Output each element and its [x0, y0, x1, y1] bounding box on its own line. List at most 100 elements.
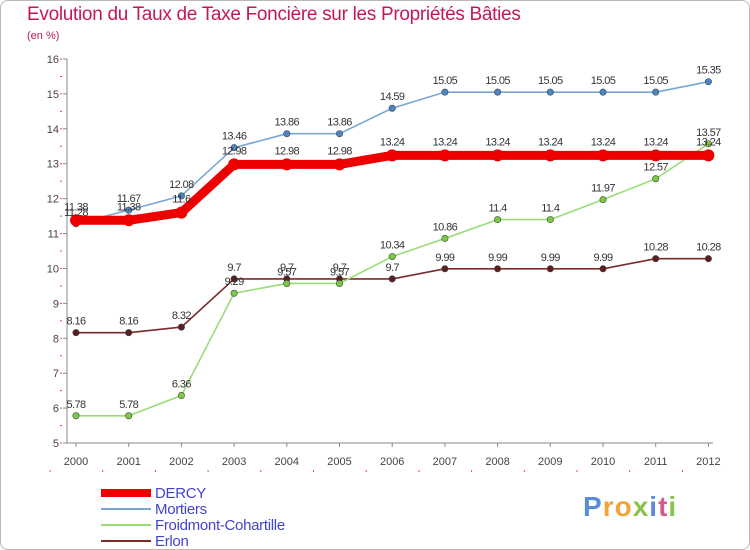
y-tick-label: 15 [47, 89, 59, 101]
data-label: 8.32 [172, 310, 191, 322]
data-point [544, 149, 557, 162]
data-label: 9.99 [488, 252, 507, 264]
data-point [228, 158, 241, 171]
x-tick-label: 2012 [696, 456, 720, 468]
data-label: 13.24 [380, 136, 405, 148]
data-point [283, 279, 291, 287]
data-point [649, 149, 662, 162]
legend-item-mortiers: Mortiers [101, 501, 285, 517]
legend-label: DERCY [155, 484, 207, 502]
data-label: 9.99 [593, 252, 612, 264]
logo-letter: t [658, 491, 669, 522]
legend-swatch [101, 489, 151, 497]
x-tick-label: 2009 [538, 456, 562, 468]
data-point [125, 206, 133, 214]
data-label: 11.67 [117, 193, 141, 205]
data-point [280, 158, 293, 171]
series-dercy [70, 149, 715, 227]
data-point [335, 279, 343, 287]
y-tick-label: 5 [53, 438, 59, 450]
data-point [704, 140, 712, 148]
legend-item-froidmont-cohartille: Froidmont-Cohartille [101, 517, 285, 533]
logo-letter: x [632, 491, 650, 522]
data-point [230, 289, 238, 297]
logo-letter: i [649, 491, 659, 522]
legend-swatch [101, 540, 151, 542]
data-point [546, 265, 554, 273]
data-point [333, 158, 346, 171]
data-point [177, 392, 185, 400]
y-tick-label: 6 [53, 403, 59, 415]
data-point [441, 265, 449, 273]
y-tick-label: 9 [53, 298, 59, 310]
y-tick-label: 13 [47, 159, 59, 171]
data-point [70, 214, 82, 227]
data-point [494, 216, 502, 224]
y-tick-label: 14 [47, 124, 59, 136]
data-label: 9.7 [333, 262, 347, 274]
data-point [599, 88, 607, 96]
legend-label: Erlon [155, 532, 189, 550]
data-label: 15.05 [433, 75, 458, 87]
data-label: 6.36 [172, 379, 191, 391]
data-label: 11.38 [64, 201, 88, 213]
x-tick-label: 2003 [222, 456, 246, 468]
x-tick-label: 2002 [169, 456, 193, 468]
data-label: 13.24 [696, 136, 721, 148]
data-point [494, 88, 502, 96]
data-point [441, 88, 449, 96]
data-label: 10.86 [433, 221, 458, 233]
y-tick-label: 12 [47, 194, 59, 206]
logo-letter: i [668, 491, 678, 522]
data-label: 13.24 [591, 136, 616, 148]
data-point [597, 149, 609, 162]
data-point [491, 149, 504, 162]
data-label: 12.57 [643, 162, 668, 174]
proxiti-logo: Proxiti [583, 491, 677, 523]
data-label: 10.34 [380, 240, 405, 252]
data-point [599, 196, 607, 204]
data-label: 12.98 [275, 145, 300, 157]
data-label: 11.97 [591, 183, 615, 195]
legend-swatch [101, 524, 151, 526]
data-label: 11.6 [172, 194, 191, 206]
data-point [441, 234, 449, 242]
data-label: 8.16 [66, 316, 85, 328]
x-tick-label: 2000 [64, 456, 88, 468]
chart-title: Evolution du Taux de Taxe Foncière sur l… [27, 4, 521, 25]
x-tick-label: 2011 [644, 456, 668, 468]
data-label: 9.7 [227, 262, 241, 274]
logo-letter: r [602, 491, 615, 522]
data-point [599, 265, 607, 273]
y-tick-label: 10 [47, 263, 59, 275]
chart-subtitle: (en %) [27, 30, 60, 42]
data-label: 15.05 [538, 75, 563, 87]
data-label: 15.05 [643, 75, 668, 87]
data-point [388, 104, 396, 112]
data-point [230, 275, 238, 283]
data-point [72, 329, 80, 337]
data-point [125, 412, 133, 420]
data-label: 10.28 [643, 242, 668, 254]
data-label: 9.7 [385, 262, 399, 274]
legend-item-erlon: Erlon [101, 533, 285, 549]
data-point [388, 253, 396, 261]
data-point [702, 149, 715, 162]
y-tick-label: 11 [48, 229, 59, 241]
data-label: 8.16 [119, 316, 138, 328]
data-label: 11.28 [64, 207, 88, 219]
data-point [125, 329, 133, 337]
legend-item-dercy: DERCY [101, 485, 285, 501]
data-point [177, 323, 185, 331]
data-label: 11.4 [488, 203, 507, 215]
data-point [704, 78, 712, 86]
logo-letter: o [614, 491, 633, 522]
data-point [177, 192, 185, 200]
data-label: 15.05 [591, 75, 616, 87]
data-point [546, 216, 554, 224]
x-tick-label: 2006 [380, 456, 404, 468]
y-tick-label: 7 [53, 368, 59, 380]
data-label: 5.78 [119, 399, 138, 411]
data-label: 9.99 [541, 252, 560, 264]
